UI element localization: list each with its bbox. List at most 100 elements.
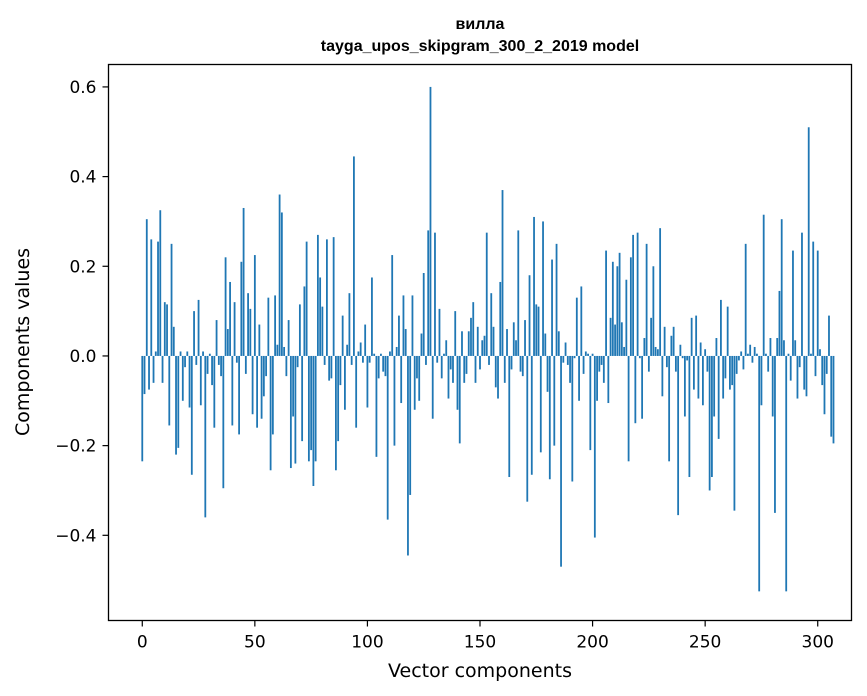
bar-265 <box>738 355 740 361</box>
bar-295 <box>805 355 808 397</box>
bar-268 <box>744 243 747 356</box>
bar-67 <box>292 355 295 417</box>
bar-299 <box>814 355 817 377</box>
bar-16 <box>177 355 180 448</box>
bar-173 <box>530 355 533 475</box>
bar-41 <box>233 302 236 356</box>
bar-40 <box>231 355 234 426</box>
bar-93 <box>350 355 353 365</box>
bar-236 <box>672 326 675 356</box>
bar-87 <box>337 355 340 442</box>
chart-title: вилла <box>456 16 505 33</box>
bar-294 <box>803 355 806 390</box>
bar-72 <box>303 286 306 356</box>
bar-11 <box>166 304 168 356</box>
bar-225 <box>647 355 650 372</box>
x-tick-label: 100 <box>351 633 383 653</box>
bar-301 <box>819 349 821 356</box>
bar-260 <box>726 306 729 356</box>
bar-276 <box>762 214 765 356</box>
bar-164 <box>510 355 513 370</box>
bar-221 <box>638 355 641 359</box>
y-tick-label: 0.0 <box>69 347 96 367</box>
bar-140 <box>456 355 459 410</box>
bar-262 <box>731 355 734 386</box>
y-tick-label: 0.6 <box>69 78 96 98</box>
bar-290 <box>794 340 797 356</box>
bar-42 <box>235 355 238 363</box>
bar-45 <box>242 207 245 356</box>
bar-187 <box>562 355 565 363</box>
bar-64 <box>285 355 288 377</box>
bar-107 <box>382 355 385 372</box>
bar-271 <box>751 355 754 363</box>
bar-130 <box>434 232 436 356</box>
bar-128 <box>429 86 432 356</box>
bar-70 <box>298 304 301 356</box>
y-tick-label: −0.4 <box>55 526 96 546</box>
bar-285 <box>783 340 785 356</box>
bar-31 <box>211 355 213 386</box>
bar-198 <box>587 353 589 356</box>
bar-183 <box>553 355 556 446</box>
bar-170 <box>524 320 526 356</box>
bar-197 <box>584 351 587 356</box>
bar-162 <box>506 329 508 356</box>
bar-139 <box>454 311 457 356</box>
bar-153 <box>485 232 488 356</box>
bar-108 <box>384 355 387 377</box>
bar-193 <box>575 297 578 356</box>
bar-209 <box>611 261 614 356</box>
bar-85 <box>332 237 335 356</box>
bar-56 <box>267 297 270 356</box>
bar-62 <box>280 212 283 356</box>
bar-157 <box>494 355 497 388</box>
bar-232 <box>663 326 666 356</box>
bar-7 <box>157 241 159 356</box>
bar-286 <box>785 355 788 592</box>
bar-8 <box>159 210 162 356</box>
bar-219 <box>634 355 637 424</box>
bar-46 <box>244 355 247 374</box>
bar-234 <box>668 355 671 462</box>
bar-18 <box>181 355 184 401</box>
bar-231 <box>661 355 664 397</box>
bar-148 <box>474 355 477 383</box>
bar-66 <box>289 355 292 469</box>
bar-147 <box>472 302 475 356</box>
bar-228 <box>654 346 657 356</box>
bar-144 <box>465 355 468 374</box>
bar-36 <box>222 355 225 489</box>
bar-54 <box>262 355 265 397</box>
bar-215 <box>625 279 628 356</box>
bar-247 <box>697 355 700 399</box>
bar-174 <box>533 216 535 356</box>
bar-117 <box>404 329 407 356</box>
bar-297 <box>810 353 812 356</box>
bar-112 <box>393 355 396 446</box>
bar-92 <box>348 293 351 356</box>
x-axis-ticks: 0 50 100 150 200 250 300 <box>137 620 834 653</box>
bar-181 <box>548 355 551 480</box>
bar-278 <box>767 355 770 372</box>
bar-132 <box>438 308 441 356</box>
bar-44 <box>240 261 243 356</box>
bar-191 <box>571 355 574 482</box>
bar-161 <box>503 355 506 383</box>
bar-186 <box>560 355 562 567</box>
bar-245 <box>692 355 695 390</box>
bar-298 <box>812 241 815 356</box>
bar-303 <box>823 355 826 415</box>
bar-155 <box>490 293 493 356</box>
bar-167 <box>517 230 520 356</box>
bar-176 <box>537 306 540 356</box>
bar-50 <box>253 255 256 356</box>
bar-30 <box>208 353 211 356</box>
bar-127 <box>427 230 430 356</box>
bar-136 <box>447 355 450 399</box>
bar-244 <box>690 317 693 356</box>
bar-202 <box>596 355 598 401</box>
bar-37 <box>224 257 227 356</box>
bar-105 <box>377 355 380 379</box>
bar-224 <box>645 243 648 356</box>
